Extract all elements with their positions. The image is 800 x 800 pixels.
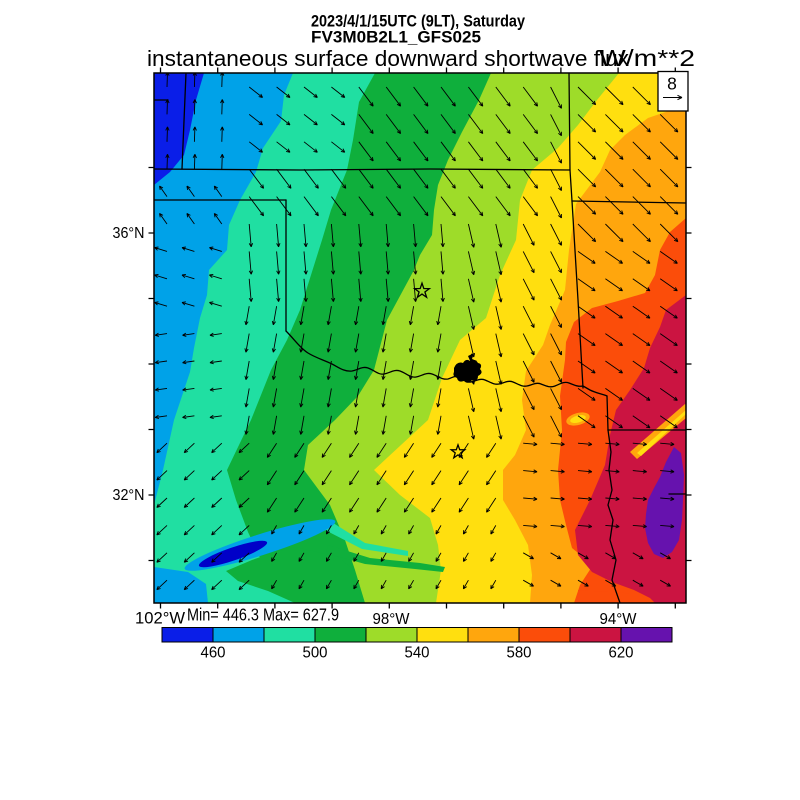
svg-text:8: 8: [667, 74, 677, 94]
svg-text:460: 460: [201, 645, 226, 662]
svg-text:2023/4/1/15UTC (9LT), Saturday: 2023/4/1/15UTC (9LT), Saturday: [311, 13, 526, 31]
svg-text:Min= 446.3 Max= 627.9: Min= 446.3 Max= 627.9: [187, 605, 339, 625]
svg-text:580: 580: [507, 645, 532, 662]
svg-text:32°N: 32°N: [113, 487, 145, 504]
svg-text:W/m**2: W/m**2: [599, 45, 695, 71]
svg-text:98°W: 98°W: [373, 611, 411, 628]
svg-text:FV3M0B2L1_GFS025: FV3M0B2L1_GFS025: [311, 29, 481, 47]
svg-text:94°W: 94°W: [600, 611, 638, 628]
svg-text:102°W: 102°W: [135, 609, 185, 628]
svg-text:620: 620: [609, 645, 634, 662]
svg-text:500: 500: [303, 645, 328, 662]
svg-text:540: 540: [405, 645, 430, 662]
svg-text:instantaneous surface downward: instantaneous surface downward shortwave…: [147, 46, 630, 71]
svg-text:36°N: 36°N: [113, 225, 145, 242]
